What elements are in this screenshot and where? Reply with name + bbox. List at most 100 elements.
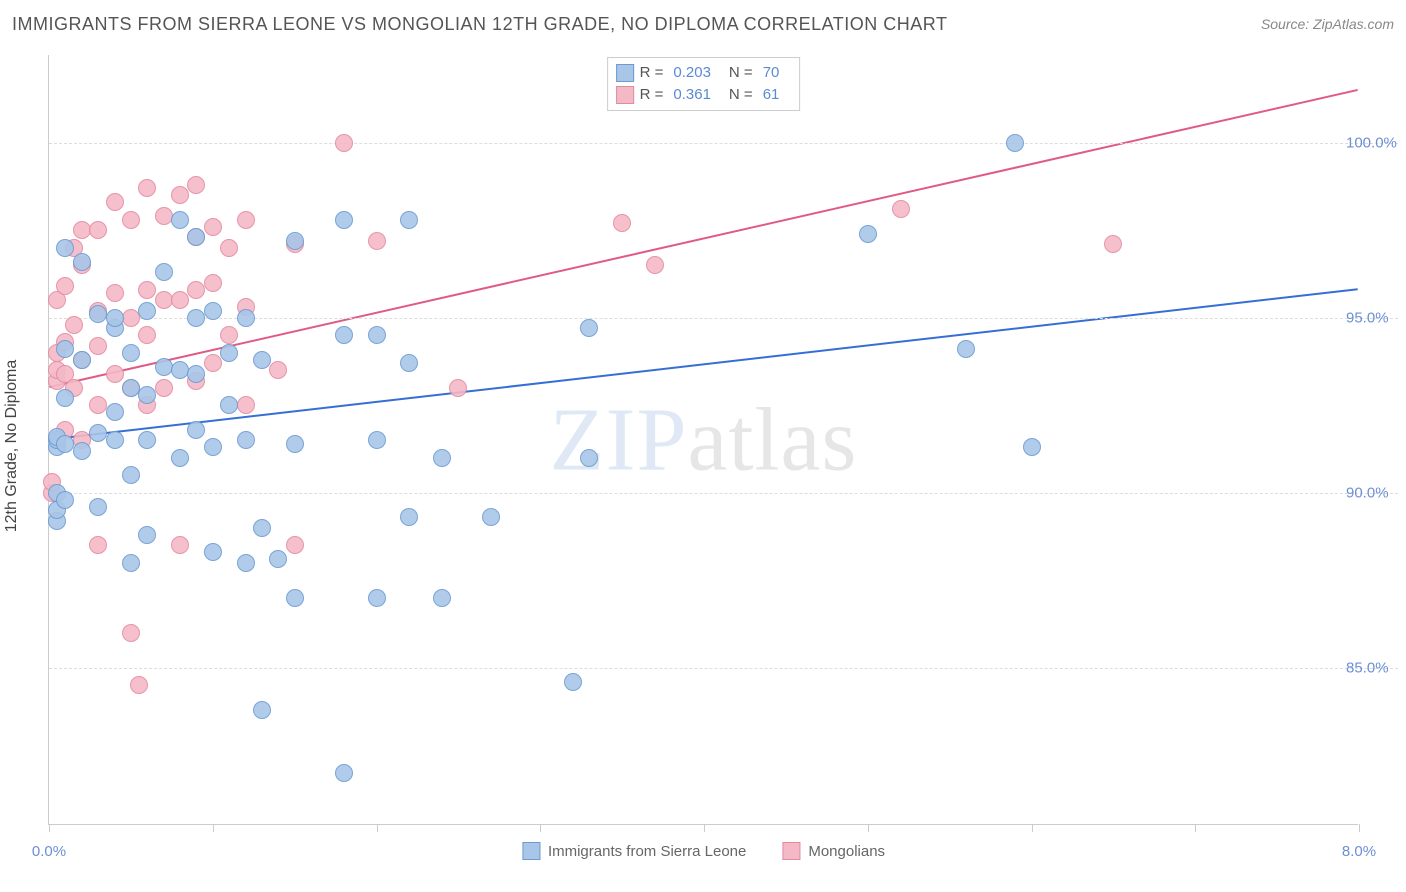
data-point-mongolians: [892, 200, 910, 218]
y-axis-title: 12th Grade, No Diploma: [3, 360, 21, 533]
x-tick: [377, 824, 378, 832]
data-point-sierra-leone: [335, 326, 353, 344]
data-point-sierra-leone: [400, 211, 418, 229]
data-point-sierra-leone: [73, 442, 91, 460]
data-point-sierra-leone: [56, 435, 74, 453]
data-point-sierra-leone: [368, 589, 386, 607]
legend-swatch-a-icon: [522, 842, 540, 860]
x-tick: [213, 824, 214, 832]
data-point-mongolians: [335, 134, 353, 152]
data-point-sierra-leone: [237, 554, 255, 572]
plot-area: ZIPatlas R = 0.203 N = 70 R = 0.361 N = …: [48, 55, 1358, 825]
gridline-h: [49, 143, 1398, 144]
data-point-sierra-leone: [368, 326, 386, 344]
data-point-sierra-leone: [73, 351, 91, 369]
data-point-sierra-leone: [89, 498, 107, 516]
data-point-sierra-leone: [187, 365, 205, 383]
data-point-sierra-leone: [237, 309, 255, 327]
data-point-sierra-leone: [106, 403, 124, 421]
data-point-sierra-leone: [564, 673, 582, 691]
x-tick: [540, 824, 541, 832]
data-point-mongolians: [220, 239, 238, 257]
data-point-sierra-leone: [187, 228, 205, 246]
data-point-sierra-leone: [580, 449, 598, 467]
data-point-sierra-leone: [433, 589, 451, 607]
data-point-mongolians: [106, 193, 124, 211]
y-tick-label: 100.0%: [1346, 134, 1406, 151]
data-point-sierra-leone: [122, 554, 140, 572]
data-point-sierra-leone: [433, 449, 451, 467]
data-point-mongolians: [56, 277, 74, 295]
legend-row-series-b: R = 0.361 N = 61: [616, 84, 792, 106]
data-point-sierra-leone: [89, 424, 107, 442]
data-point-mongolians: [646, 256, 664, 274]
data-point-sierra-leone: [122, 379, 140, 397]
data-point-sierra-leone: [56, 340, 74, 358]
legend-correlation: R = 0.203 N = 70 R = 0.361 N = 61: [607, 57, 801, 111]
legend-item-series-a: Immigrants from Sierra Leone: [522, 842, 746, 860]
data-point-sierra-leone: [106, 431, 124, 449]
data-point-sierra-leone: [204, 438, 222, 456]
data-point-mongolians: [220, 326, 238, 344]
data-point-mongolians: [171, 291, 189, 309]
data-point-sierra-leone: [155, 358, 173, 376]
data-point-mongolians: [89, 337, 107, 355]
data-point-mongolians: [155, 291, 173, 309]
data-point-sierra-leone: [859, 225, 877, 243]
data-point-sierra-leone: [204, 302, 222, 320]
legend-swatch-b-icon: [782, 842, 800, 860]
data-point-sierra-leone: [286, 232, 304, 250]
y-tick-label: 95.0%: [1346, 309, 1406, 326]
x-tick: [1195, 824, 1196, 832]
data-point-sierra-leone: [73, 253, 91, 271]
data-point-mongolians: [155, 379, 173, 397]
x-tick: [49, 824, 50, 832]
data-point-mongolians: [1104, 235, 1122, 253]
watermark: ZIPatlas: [550, 388, 858, 491]
data-point-sierra-leone: [56, 491, 74, 509]
legend-swatch-a: [616, 64, 634, 82]
data-point-mongolians: [171, 186, 189, 204]
data-point-mongolians: [89, 221, 107, 239]
data-point-sierra-leone: [122, 344, 140, 362]
data-point-mongolians: [269, 361, 287, 379]
data-point-sierra-leone: [220, 396, 238, 414]
data-point-mongolians: [89, 396, 107, 414]
data-point-mongolians: [204, 354, 222, 372]
data-point-sierra-leone: [106, 309, 124, 327]
data-point-sierra-leone: [957, 340, 975, 358]
data-point-sierra-leone: [253, 351, 271, 369]
legend-series: Immigrants from Sierra Leone Mongolians: [522, 842, 885, 860]
data-point-sierra-leone: [171, 361, 189, 379]
data-point-mongolians: [204, 218, 222, 236]
data-point-mongolians: [449, 379, 467, 397]
x-tick-label: 8.0%: [1342, 843, 1376, 860]
data-point-mongolians: [89, 536, 107, 554]
data-point-mongolians: [155, 207, 173, 225]
data-point-sierra-leone: [253, 701, 271, 719]
data-point-sierra-leone: [269, 550, 287, 568]
data-point-mongolians: [171, 536, 189, 554]
data-point-sierra-leone: [187, 421, 205, 439]
data-point-mongolians: [122, 624, 140, 642]
data-point-sierra-leone: [1006, 134, 1024, 152]
data-point-mongolians: [130, 676, 148, 694]
x-tick-label: 0.0%: [32, 843, 66, 860]
chart-title: IMMIGRANTS FROM SIERRA LEONE VS MONGOLIA…: [12, 14, 947, 35]
data-point-mongolians: [187, 281, 205, 299]
data-point-mongolians: [204, 274, 222, 292]
data-point-mongolians: [138, 326, 156, 344]
data-point-sierra-leone: [253, 519, 271, 537]
data-point-mongolians: [286, 536, 304, 554]
data-point-sierra-leone: [56, 389, 74, 407]
data-point-sierra-leone: [56, 239, 74, 257]
data-point-sierra-leone: [400, 354, 418, 372]
data-point-sierra-leone: [138, 302, 156, 320]
data-point-mongolians: [237, 396, 255, 414]
gridline-h: [49, 668, 1398, 669]
legend-row-series-a: R = 0.203 N = 70: [616, 62, 792, 84]
data-point-sierra-leone: [580, 319, 598, 337]
data-point-sierra-leone: [187, 309, 205, 327]
x-tick: [1359, 824, 1360, 832]
data-point-mongolians: [73, 221, 91, 239]
